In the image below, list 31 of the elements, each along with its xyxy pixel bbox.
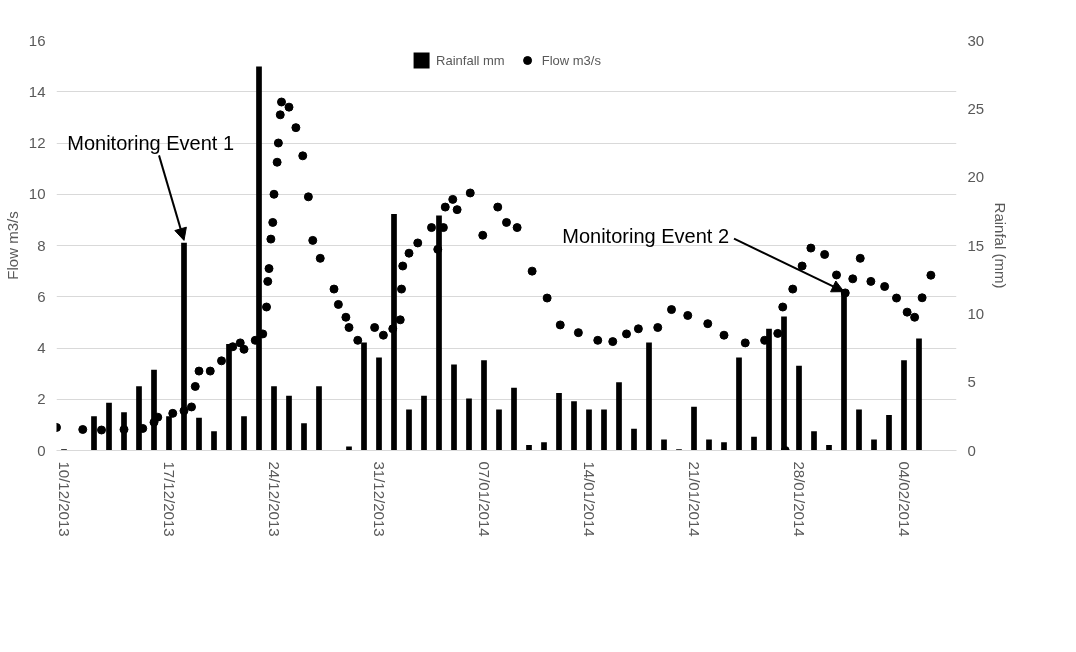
y-tick-label: 4 xyxy=(37,339,46,356)
y-tick-label: 8 xyxy=(37,236,46,254)
x-tick-label: 07/01/2014 xyxy=(475,461,493,537)
y2-tick-label: 10 xyxy=(967,304,985,322)
y2-tick-label: 0 xyxy=(967,441,976,459)
x-tick-label: 10/12/2013 xyxy=(55,461,73,537)
x-tick-label: 24/12/2013 xyxy=(265,461,283,537)
x-tick-label: 31/12/2013 xyxy=(370,461,388,537)
x-tick-label: 17/12/2013 xyxy=(160,461,178,537)
y-tick-label: 12 xyxy=(28,134,46,151)
y-axis-title: Flow m3/s xyxy=(3,211,21,280)
x-tick-label: 14/01/2014 xyxy=(580,461,598,537)
annotation: Monitoring Event 2 xyxy=(562,224,730,247)
y-tick-label: 2 xyxy=(37,390,46,408)
y2-tick-label: 20 xyxy=(967,168,985,186)
legend-label: Flow m3/s xyxy=(541,52,601,68)
legend-label: Rainfall mm xyxy=(436,52,505,68)
annotation: Monitoring Event 1 xyxy=(67,132,235,155)
y-tick-label: 6 xyxy=(37,287,46,305)
y2-tick-label: 15 xyxy=(967,236,985,254)
y2-axis-title: Rainfal (mm) xyxy=(992,202,1010,289)
x-tick-label: 28/01/2014 xyxy=(790,461,808,537)
x-tick-label: 04/02/2014 xyxy=(895,461,913,537)
y2-tick-label: 25 xyxy=(967,99,985,117)
y-tick-label: 0 xyxy=(37,441,46,459)
y2-tick-label: 30 xyxy=(967,31,985,49)
x-tick-label: 21/01/2014 xyxy=(685,461,703,537)
y-tick-label: 10 xyxy=(28,185,46,203)
y2-tick-label: 5 xyxy=(967,373,976,391)
y-tick-label: 14 xyxy=(28,82,46,100)
y-tick-label: 16 xyxy=(28,31,46,49)
